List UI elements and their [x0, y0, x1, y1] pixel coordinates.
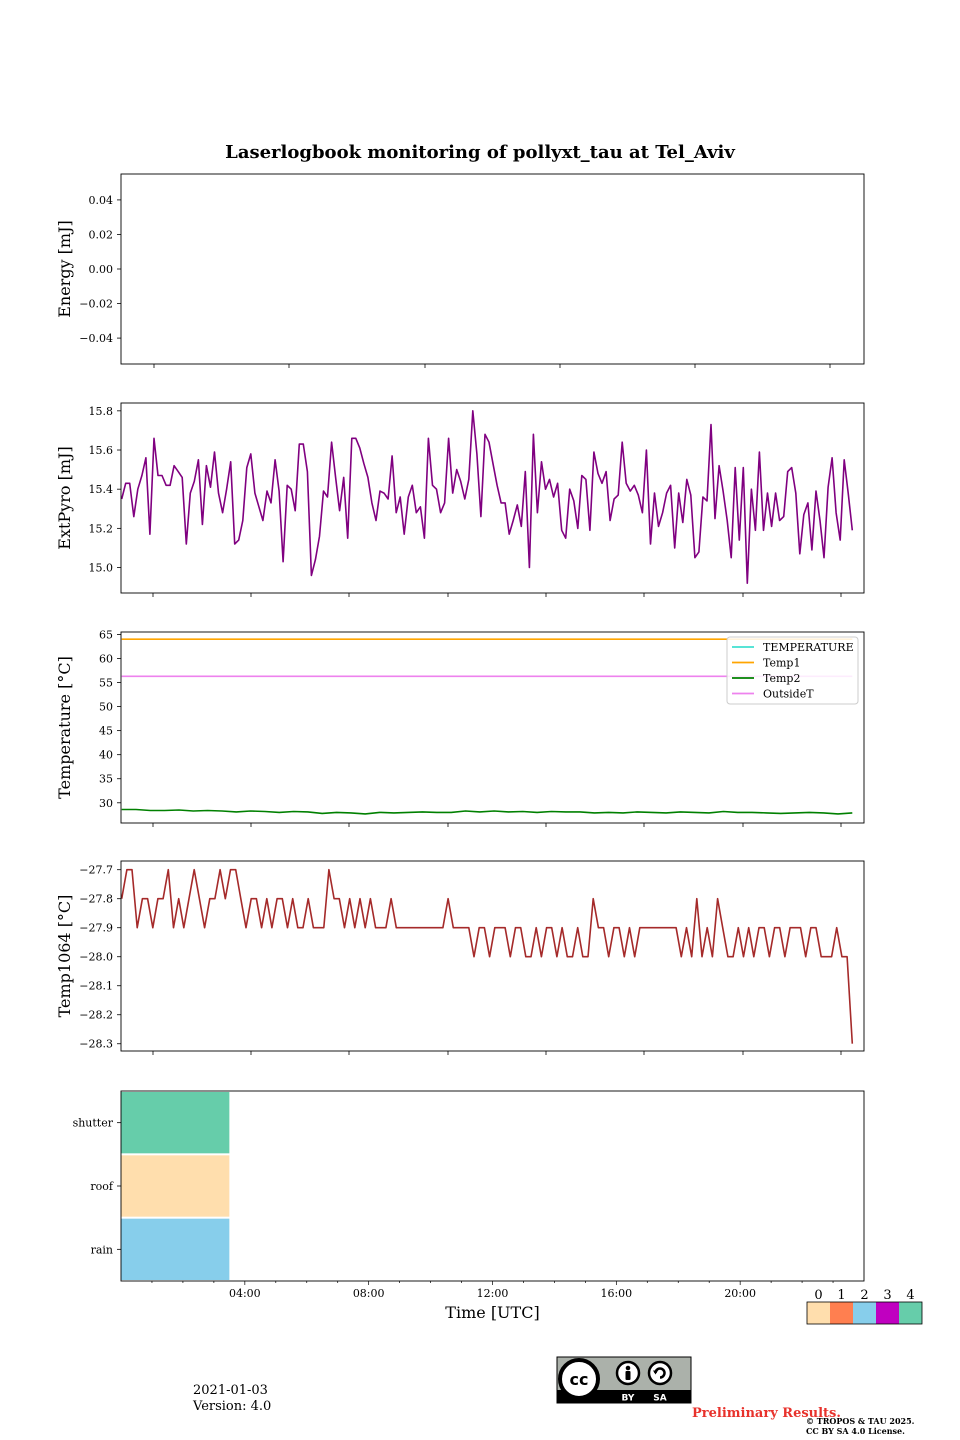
legend-box — [726, 636, 859, 705]
y-tick-label: 15.0 — [89, 562, 114, 575]
panel-1: 0.04 0.02 0.00 −0.02 −0.04 Energy [mJ] — [55, 173, 865, 368]
colorbar-label: 1 — [837, 1288, 845, 1303]
y-axis-label: Temp1064 [°C] — [55, 895, 74, 1018]
y-tick-label: 50 — [99, 701, 113, 714]
y-tick-label: −27.9 — [79, 922, 113, 935]
y-tick-label: 35 — [99, 773, 113, 786]
y-tick-label: 0.00 — [89, 263, 114, 276]
legend-entry-TEMPERATURE: TEMPERATURE — [763, 641, 854, 654]
series-line-Temp2 — [121, 808, 853, 815]
x-tick-label: 20:00 — [724, 1287, 756, 1300]
y-tick-label: 15.2 — [89, 522, 114, 535]
chart-title: Laserlogbook monitoring of pollyxt_tau a… — [225, 142, 735, 163]
y-tick-label: 40 — [99, 749, 113, 762]
axes-frame — [120, 860, 865, 1052]
y-tick-label: −28.3 — [79, 1038, 113, 1051]
x-tick-label: 08:00 — [353, 1287, 385, 1300]
row-label-shutter: shutter — [73, 1117, 114, 1130]
axes-frame — [120, 173, 865, 365]
panel-5: shutter roof rain 04:00 08:00 12:00 16:00 20:00… — [73, 1090, 865, 1322]
colorbar-label: 4 — [906, 1288, 914, 1303]
y-axis-label: Temperature [°C] — [55, 656, 74, 799]
legend-entry-Temp2: Temp2 — [763, 672, 800, 685]
colorbar-label: 2 — [860, 1288, 868, 1303]
series-line-series-1 — [120, 868, 854, 1044]
status-segment-roof — [121, 1155, 230, 1217]
legend-entry-Temp1: Temp1 — [763, 657, 800, 670]
panel-2: 15.8 15.6 15.4 15.2 15.0 ExtPyro [mJ] — [55, 402, 865, 597]
colorbar-label: 3 — [883, 1288, 891, 1303]
cc-icon — [558, 1358, 600, 1400]
y-tick-label: −28.0 — [79, 951, 113, 964]
x-tick-label: 04:00 — [229, 1287, 261, 1300]
copyright-note: © TROPOS & TAU 2025. CC BY SA 4.0 Licens… — [806, 1416, 914, 1436]
y-tick-label: 0.02 — [89, 228, 114, 241]
y-axis-label: ExtPyro [mJ] — [55, 446, 74, 549]
colorbar-swatch-3 — [876, 1302, 899, 1324]
x-tick-label: 12:00 — [477, 1287, 509, 1300]
axes-frame — [120, 631, 865, 824]
legend-entry-OutsideT: OutsideT — [763, 688, 814, 701]
status-segment-rain — [121, 1218, 230, 1280]
sa-share-alike-icon — [647, 1360, 673, 1386]
y-tick-label: 60 — [99, 652, 113, 665]
y-tick-label: −28.1 — [79, 980, 113, 993]
y-tick-label: −28.2 — [79, 1009, 113, 1022]
axes-frame — [120, 1090, 865, 1282]
y-tick-label: 0.04 — [89, 194, 114, 207]
preliminary-text: Preliminary Results. — [692, 1406, 841, 1421]
y-tick-label: 15.4 — [89, 483, 114, 496]
series-line-series-1 — [120, 409, 854, 585]
preliminary-results-note: Preliminary Results. — [692, 1406, 841, 1421]
row-label-rain: rain — [91, 1243, 113, 1256]
y-tick-label: 45 — [99, 725, 113, 738]
y-tick-label: 30 — [99, 797, 113, 810]
y-tick-label: −0.02 — [79, 298, 113, 311]
status-segment-shutter — [121, 1092, 230, 1154]
colorbar-label: 0 — [814, 1288, 822, 1303]
by-label: BY — [622, 1394, 635, 1404]
cc-by-sa-license-badge: cc BY SA — [556, 1356, 692, 1404]
cc-icon-label: cc — [570, 1370, 589, 1389]
colorbar-swatch-2 — [853, 1302, 876, 1324]
y-tick-label: 55 — [99, 677, 113, 690]
y-tick-label: −27.7 — [79, 864, 113, 877]
version-label: Version: 4.0 — [193, 1399, 272, 1414]
sa-label: SA — [653, 1394, 666, 1404]
panel-3: 65 60 55 50 45 40 35 30 TEMPERATURE Temp1 Temp2 Out… — [55, 628, 865, 827]
date-label: 2021-01-03 — [193, 1383, 268, 1398]
date-version-block: 2021-01-03 Version: 4.0 — [193, 1383, 271, 1415]
panel-4: −27.7 −27.8 −27.9 −28.0 −28.1 −28.2 −28.3 Temp1… — [55, 860, 865, 1055]
copyright-line-2: CC BY SA 4.0 License. — [806, 1426, 905, 1436]
y-tick-label: 15.8 — [89, 405, 114, 418]
y-tick-label: 65 — [99, 628, 113, 641]
colorbar-swatch-1 — [830, 1302, 853, 1324]
row-label-roof: roof — [90, 1180, 114, 1193]
y-axis-label: Energy [mJ] — [55, 220, 74, 318]
y-tick-label: 15.6 — [89, 444, 114, 457]
colorbar-swatch-4 — [899, 1302, 922, 1324]
copyright-line-1: © TROPOS & TAU 2025. — [806, 1416, 915, 1426]
x-tick-label: 16:00 — [600, 1287, 632, 1300]
y-tick-label: −27.8 — [79, 893, 113, 906]
colorbar-swatch-0 — [807, 1302, 830, 1324]
axes-frame — [120, 402, 865, 594]
y-tick-label: −0.04 — [79, 332, 113, 345]
x-axis-label: Time [UTC] — [445, 1303, 539, 1322]
